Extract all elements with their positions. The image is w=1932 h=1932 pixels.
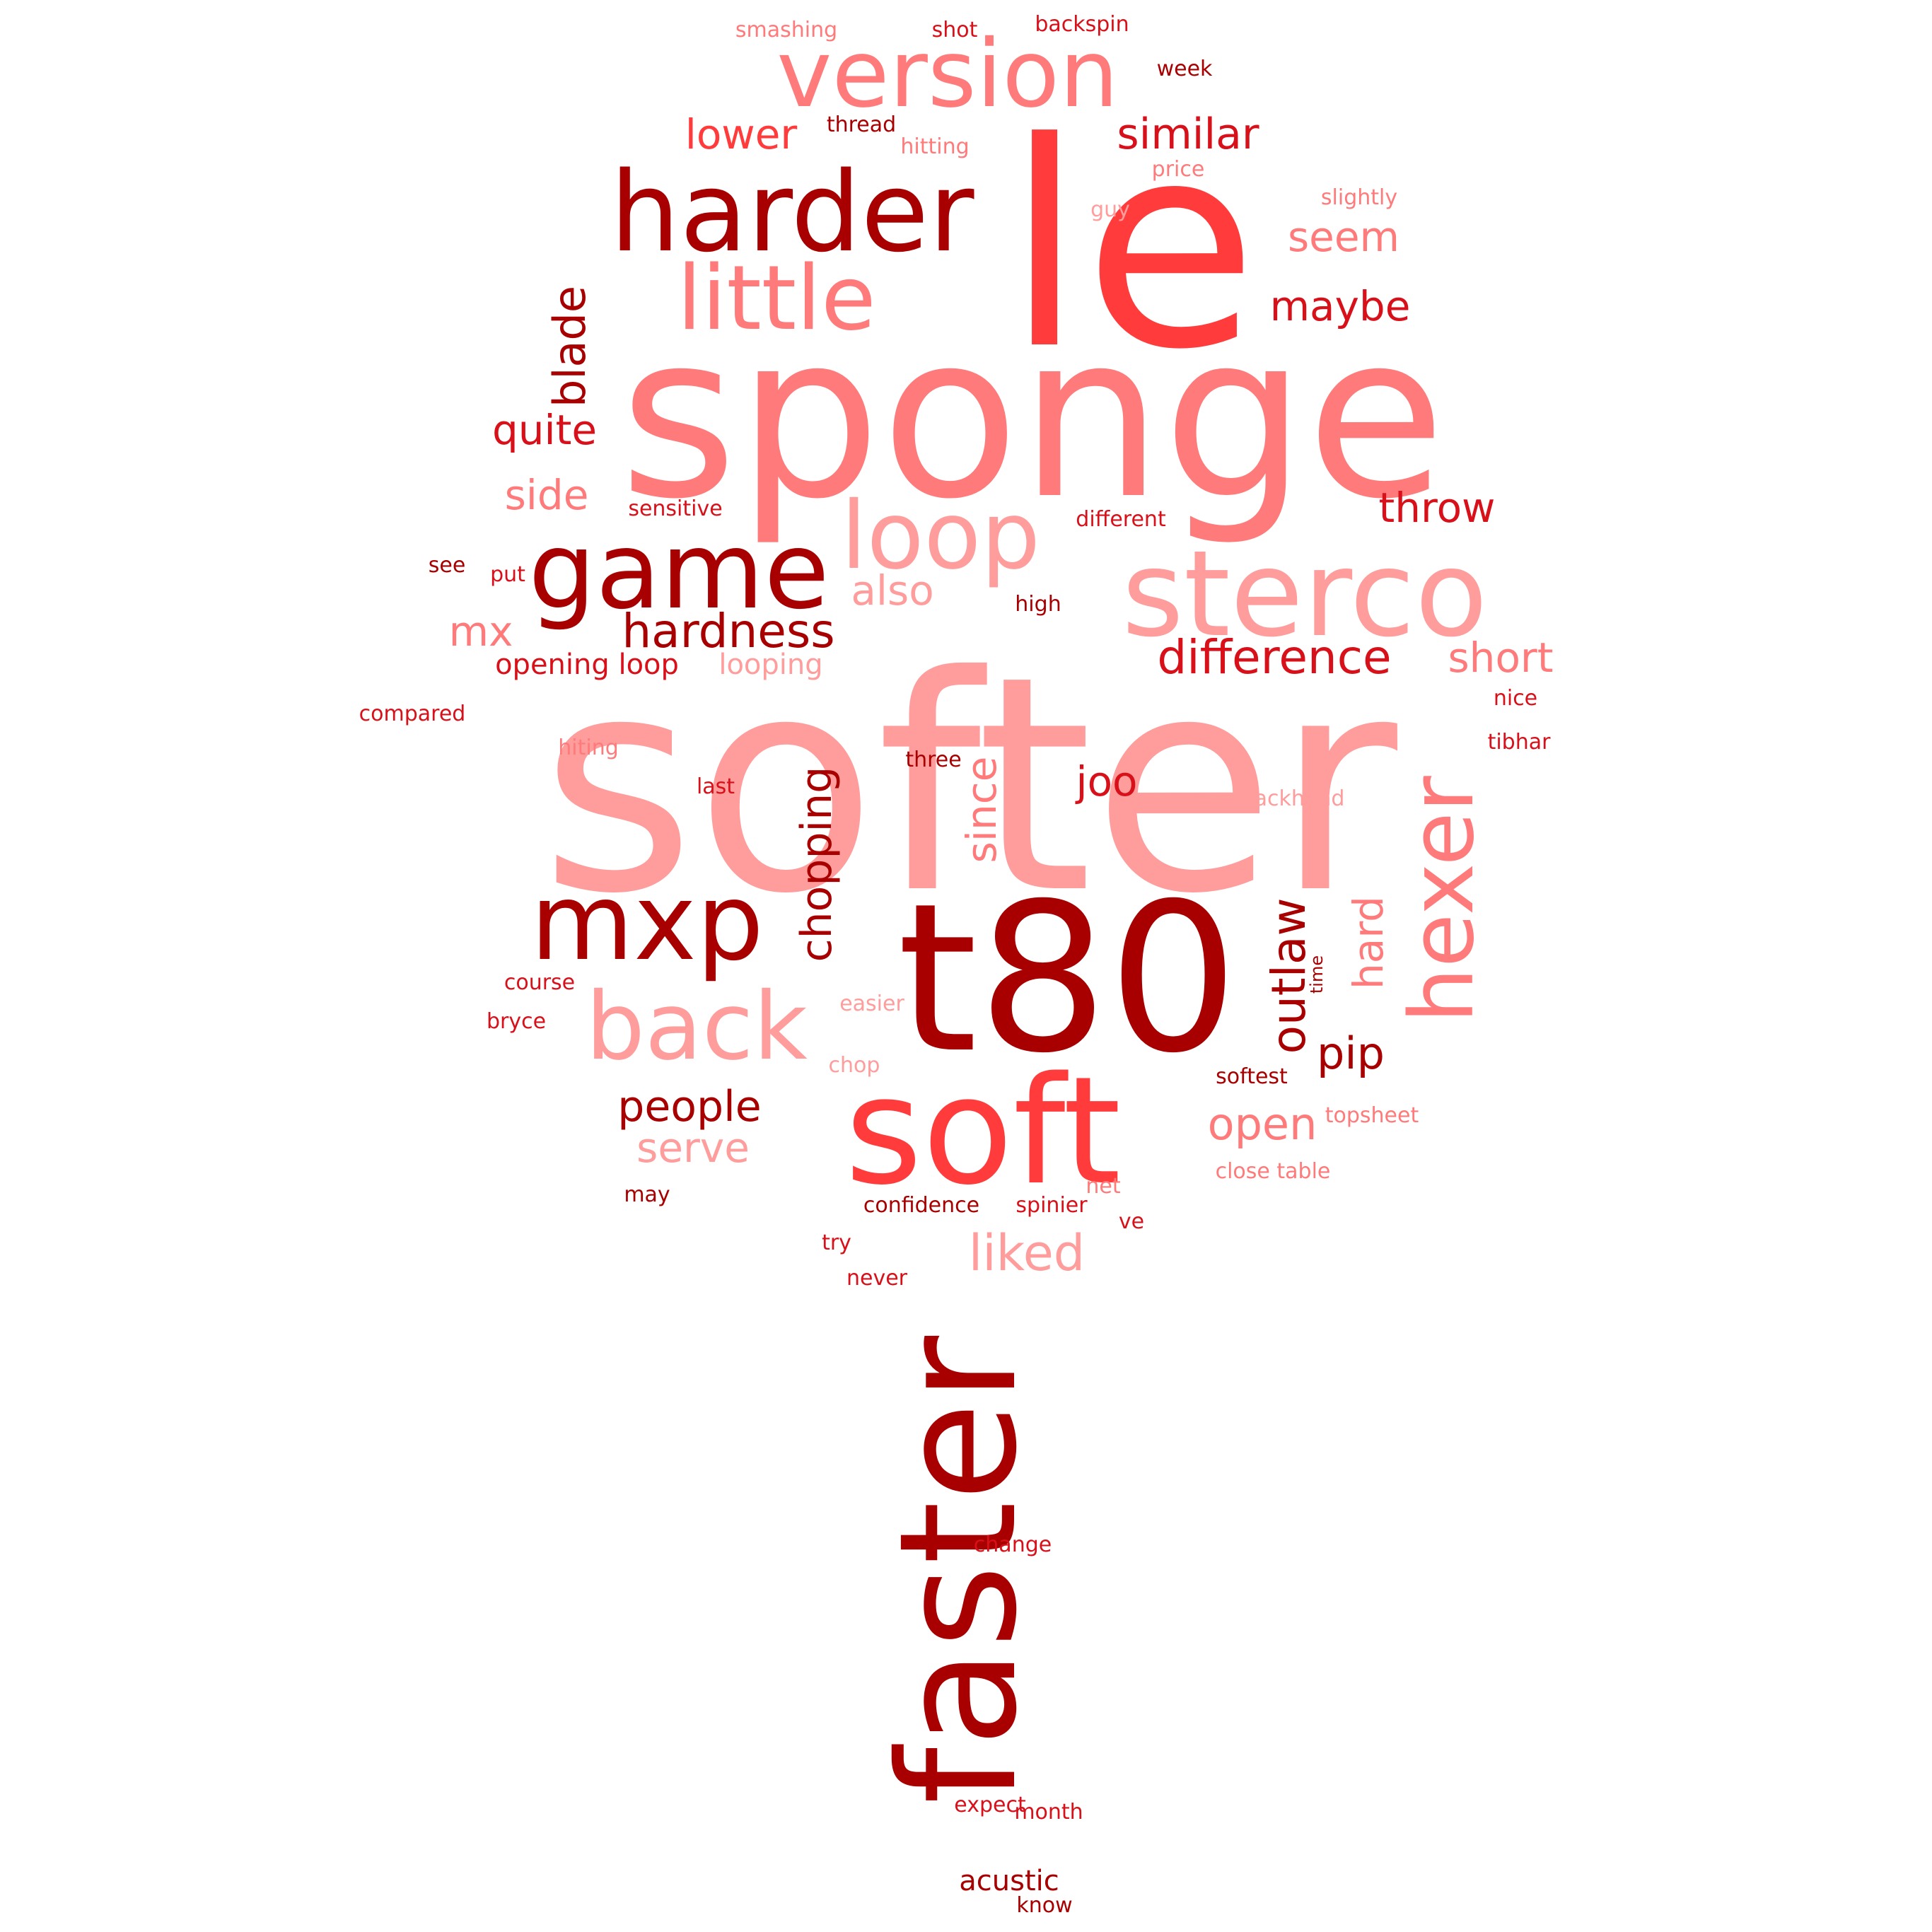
word-chop: chop <box>828 1053 880 1078</box>
word-serve: serve <box>636 1124 750 1172</box>
word-hiting: hiting <box>558 735 619 760</box>
word-faster: faster <box>864 1335 1052 1805</box>
word-quite: quite <box>491 406 598 454</box>
word-try: try <box>822 1230 851 1255</box>
word-game: game <box>528 510 830 633</box>
word-bryce: bryce <box>486 1009 547 1034</box>
word-softer: softer <box>540 613 1398 959</box>
word-compared: compared <box>359 702 466 726</box>
word-softest: softest <box>1216 1064 1288 1089</box>
word-guy: guy <box>1090 197 1130 222</box>
word-liked: liked <box>968 1224 1086 1282</box>
word-confidence: confidence <box>863 1193 980 1218</box>
word-course: course <box>504 970 576 995</box>
word-time: time <box>1307 955 1327 994</box>
word-nice: nice <box>1493 686 1538 711</box>
word-short: short <box>1448 634 1554 682</box>
word-slightly: slightly <box>1320 185 1398 210</box>
word-hard: hard <box>1344 896 1392 989</box>
word-difference: difference <box>1157 630 1392 685</box>
word-loop: loop <box>841 482 1040 590</box>
word-soft: soft <box>844 1044 1122 1218</box>
word-know: know <box>1016 1893 1073 1918</box>
word-sponge: sponge <box>619 286 1446 549</box>
word-little: little <box>677 246 876 350</box>
word-sensitive: sensitive <box>628 496 723 521</box>
word-thread: thread <box>826 112 897 137</box>
word-high: high <box>1015 592 1061 617</box>
word-version: version <box>776 20 1119 129</box>
word-opening-loop: opening loop <box>495 648 679 681</box>
word-hardness: hardness <box>622 604 835 658</box>
word-smashing: smashing <box>735 18 838 42</box>
word-close-table: close table <box>1215 1159 1331 1184</box>
word-week: week <box>1156 57 1213 81</box>
word-since: since <box>958 756 1006 863</box>
word-throw: throw <box>1378 484 1496 532</box>
word-outlaw: outlaw <box>1262 897 1316 1054</box>
word-backhand: backhand <box>1240 786 1345 811</box>
word-side: side <box>504 471 589 519</box>
word-seem: seem <box>1287 213 1400 261</box>
word-le: le <box>1005 83 1258 412</box>
word-acustic: acustic <box>959 1865 1059 1897</box>
word-pip: pip <box>1317 1028 1385 1079</box>
word-three: three <box>905 747 962 772</box>
word-easier: easier <box>839 991 904 1016</box>
word-hitting: hitting <box>900 134 970 159</box>
word-last: last <box>696 774 735 799</box>
word-sterco: sterco <box>1122 525 1488 663</box>
word-backspin: backspin <box>1035 12 1129 37</box>
word-people: people <box>617 1082 762 1131</box>
word-t80: t80 <box>897 860 1239 1098</box>
word-lower: lower <box>685 110 798 158</box>
word-put: put <box>490 562 525 587</box>
word-never: never <box>846 1266 908 1291</box>
word-blade: blade <box>544 285 595 408</box>
word-expect: expect <box>954 1793 1026 1817</box>
word-ve: ve <box>1118 1209 1145 1234</box>
word-chopping: chopping <box>792 766 842 962</box>
word-month: month <box>1014 1800 1083 1825</box>
word-mx: mx <box>448 607 513 656</box>
word-net: net <box>1086 1174 1121 1199</box>
word-back: back <box>586 972 808 1081</box>
word-harder: harder <box>610 148 974 277</box>
word-may: may <box>624 1182 670 1207</box>
word-price: price <box>1151 157 1205 182</box>
word-also: also <box>851 566 934 615</box>
word-change: change <box>973 1532 1052 1557</box>
word-shot: shot <box>931 18 978 42</box>
word-different: different <box>1076 507 1166 532</box>
word-spinier: spinier <box>1016 1193 1088 1218</box>
word-tibhar: tibhar <box>1487 730 1551 755</box>
word-see: see <box>428 553 466 578</box>
word-topsheet: topsheet <box>1325 1103 1419 1128</box>
word-looping: looping <box>718 648 823 681</box>
word-hexer: hexer <box>1392 776 1494 1023</box>
word-similar: similar <box>1117 110 1259 159</box>
word-open: open <box>1207 1098 1317 1150</box>
word-joo: joo <box>1076 757 1138 805</box>
word-maybe: maybe <box>1269 282 1411 330</box>
word-mxp: mxp <box>530 861 764 984</box>
